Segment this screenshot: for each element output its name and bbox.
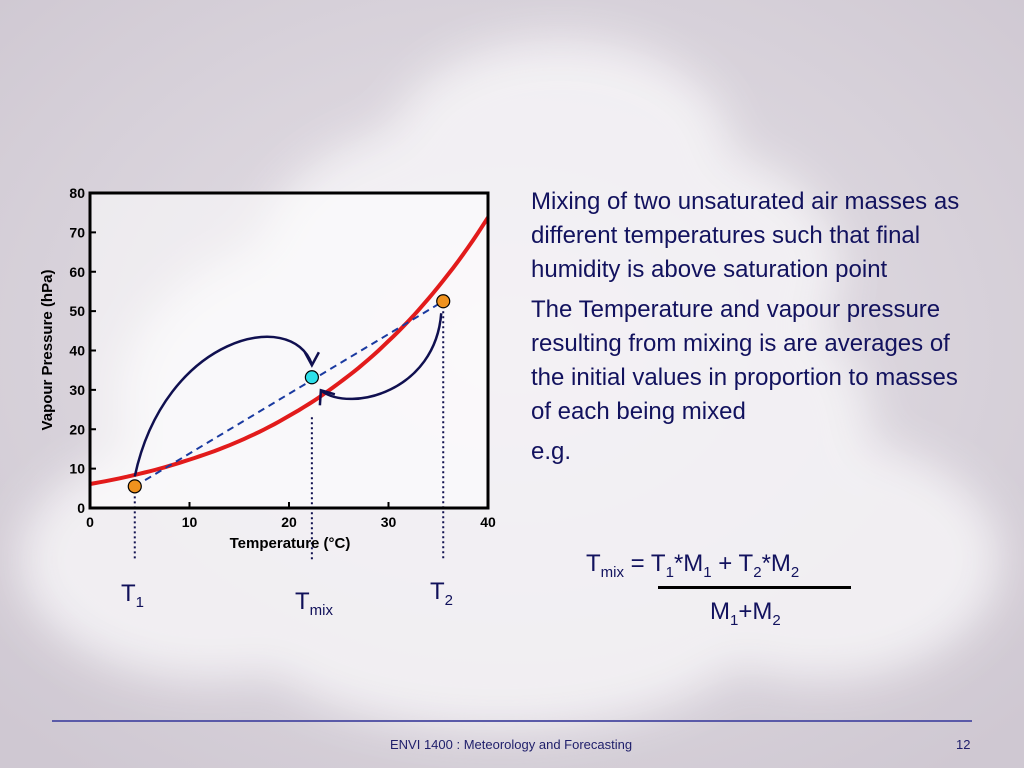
t1-point bbox=[127, 479, 142, 494]
vapour-pressure-chart: 0 10 20 30 40 0 10 20 30 40 50 60 70 80 Temperature (… bbox=[39, 185, 496, 560]
x-tick-label: 10 bbox=[182, 514, 198, 530]
x-tick-label: 0 bbox=[86, 514, 94, 530]
arrow-t1-to-mix bbox=[133, 335, 314, 477]
arrowhead-t2 bbox=[318, 388, 336, 406]
y-axis-label: Vapour Pressure (hPa) bbox=[39, 270, 56, 431]
t1-marker-label: T1 bbox=[121, 580, 145, 611]
averaging-description: The Temperature and vapour pressure resu… bbox=[531, 296, 958, 425]
footer-divider bbox=[52, 720, 972, 722]
description-panel: Mixing of two unsaturated air masses as … bbox=[531, 185, 971, 475]
footer-title: ENVI 1400 : Meteorology and Forecasting bbox=[390, 737, 633, 752]
t2-point bbox=[436, 294, 451, 309]
y-tick-label: 60 bbox=[69, 264, 85, 280]
y-tick-label: 50 bbox=[69, 303, 85, 319]
x-tick-label: 30 bbox=[381, 514, 397, 530]
y-tick-label: 70 bbox=[69, 224, 85, 240]
y-tick-label: 20 bbox=[69, 421, 85, 437]
page-number: 12 bbox=[956, 737, 971, 752]
y-tick-label: 10 bbox=[69, 461, 85, 477]
saturation-curve bbox=[89, 216, 490, 486]
x-tick-label: 40 bbox=[480, 514, 496, 530]
arrow-t2-to-mix bbox=[321, 313, 443, 401]
x-tick-label: 20 bbox=[281, 514, 297, 530]
arrowhead-t1 bbox=[303, 351, 320, 368]
plot-area bbox=[90, 193, 488, 508]
fraction-bar bbox=[658, 586, 851, 589]
mixing-formula: Tmix = T1*M1 + T2*M2 M1+M2 bbox=[586, 550, 866, 640]
y-tick-label: 30 bbox=[69, 382, 85, 398]
y-tick-label: 0 bbox=[77, 500, 85, 516]
mixing-description: Mixing of two unsaturated air masses as … bbox=[531, 188, 960, 283]
y-tick-label: 80 bbox=[69, 185, 85, 201]
tmix-marker-label: Tmix bbox=[295, 588, 333, 619]
tmix-point bbox=[304, 370, 319, 385]
t2-marker-label: T2 bbox=[430, 578, 454, 609]
example-label: e.g. bbox=[531, 438, 572, 465]
formula-numerator: Tmix = T1*M1 + T2*M2 bbox=[586, 550, 800, 581]
formula-denominator: M1+M2 bbox=[710, 598, 781, 629]
y-tick-label: 40 bbox=[69, 343, 85, 359]
x-axis-label: Temperature (°C) bbox=[230, 535, 351, 552]
